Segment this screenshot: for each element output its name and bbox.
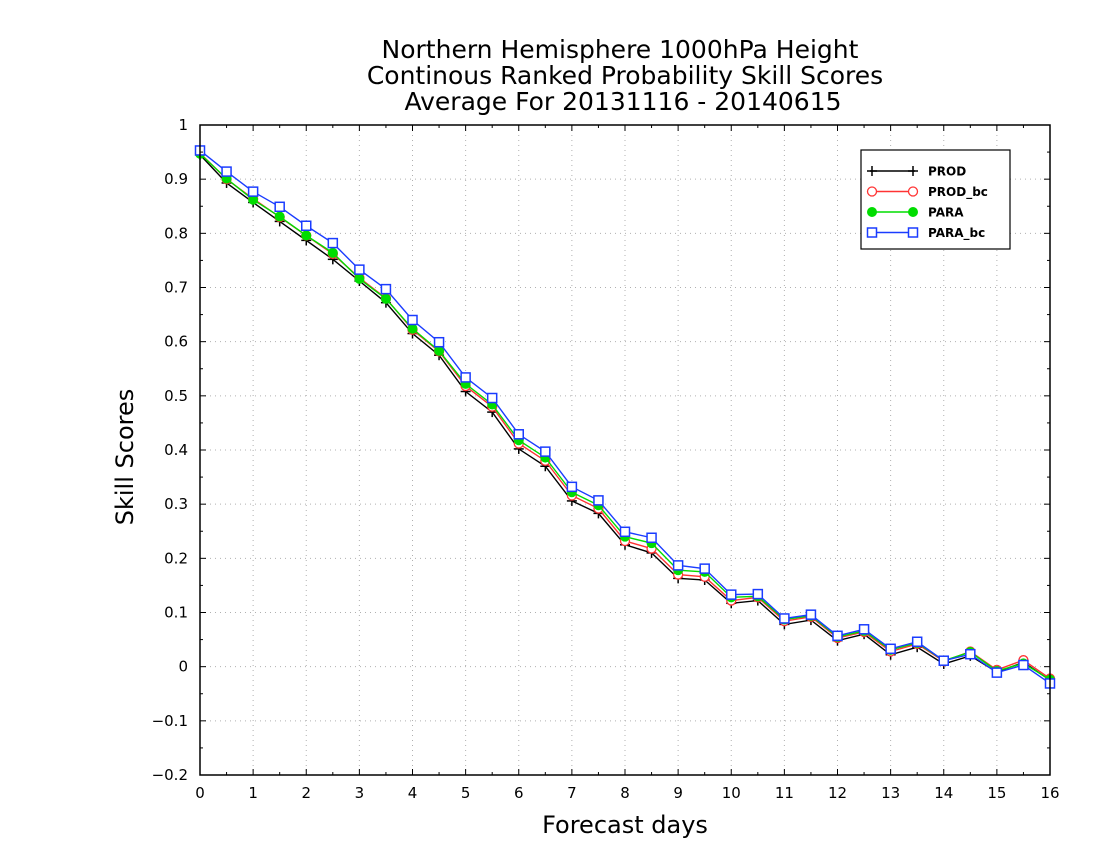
data-point-para-bc: [1018, 659, 1029, 671]
data-point-para-bc: [513, 429, 524, 440]
data-point-para-bc: [566, 481, 578, 493]
y-tick-label: 0.4: [164, 441, 188, 459]
x-tick-label: 10: [722, 784, 741, 802]
data-point-para-bc: [433, 336, 445, 348]
data-point-para-bc: [885, 643, 896, 655]
data-point-para-bc: [646, 532, 657, 543]
x-tick-label: 12: [828, 784, 847, 802]
data-point-para-bc: [354, 264, 365, 275]
y-tick-label: 0.3: [164, 495, 188, 513]
legend-marker: [866, 186, 878, 197]
legend-box: [860, 149, 1011, 250]
data-point-para-bc: [938, 655, 949, 666]
x-tick-label: 8: [620, 784, 630, 802]
legend-entry-prod-bc: PROD_bc: [866, 185, 988, 200]
data-point-para: [327, 247, 338, 258]
data-point-para-bc: [274, 201, 285, 213]
data-point-para-bc: [911, 636, 923, 647]
title-line-3: Average For 20131116 - 20140615: [404, 87, 841, 116]
x-tick-label: 2: [301, 784, 311, 802]
x-tick-label: 9: [673, 784, 683, 802]
data-point-para-bc: [805, 609, 817, 620]
y-tick-label: −0.2: [152, 766, 188, 784]
legend-marker: [908, 166, 918, 176]
data-point-para-bc: [327, 237, 339, 249]
legend-marker: [867, 207, 877, 217]
data-point-para-bc: [301, 220, 312, 231]
series-layer: [194, 145, 1056, 689]
x-tick-label: 11: [775, 784, 794, 802]
x-tick-label: 13: [881, 784, 900, 802]
y-tick-label: 0.2: [164, 549, 188, 567]
chart-title: Northern Hemisphere 1000hPa Height Conti…: [367, 35, 883, 116]
data-point-para: [274, 211, 285, 222]
data-point-para-bc: [407, 314, 418, 326]
data-point-para: [407, 323, 418, 334]
legend-entry-para-bc: PARA_bc: [866, 226, 985, 241]
title-line-2: Continous Ranked Probability Skill Score…: [367, 61, 883, 90]
legend-marker: [866, 227, 878, 238]
y-axis-title: Skill Scores: [111, 389, 139, 526]
data-point-para-bc: [699, 563, 710, 574]
data-point-para-bc: [593, 495, 604, 506]
y-tick-label: 0.6: [164, 333, 188, 351]
data-point-para-bc: [460, 372, 471, 383]
data-point-para-bc: [486, 392, 498, 404]
data-point-para-bc: [726, 589, 737, 600]
x-tick-label: 5: [461, 784, 471, 802]
x-tick-label: 14: [934, 784, 953, 802]
data-point-para: [301, 230, 312, 241]
x-tick-label: 15: [987, 784, 1006, 802]
x-tick-label: 4: [408, 784, 418, 802]
y-tick-label: 0.9: [164, 170, 188, 188]
legend-entry-prod: PROD: [867, 165, 966, 179]
x-tick-label: 0: [195, 784, 205, 802]
data-point-para-bc: [672, 560, 684, 571]
grid-lines: [200, 125, 1050, 775]
x-tick-label: 3: [355, 784, 365, 802]
x-tick-label: 6: [514, 784, 524, 802]
legend-label-para-bc: PARA_bc: [928, 226, 985, 241]
legend-label-para: PARA: [928, 206, 964, 220]
y-tick-label: 0.1: [164, 604, 188, 622]
x-tick-labels: 0 1 2 3 4 5 6 7 8 9 10 11 12 13 14 15 16: [195, 784, 1059, 802]
data-point-para: [354, 273, 365, 284]
data-point-para-bc: [779, 613, 790, 624]
x-tick-label: 7: [567, 784, 577, 802]
y-tick-label: −0.1: [152, 712, 188, 730]
y-tick-labels: −0.2 −0.1 0 0.1 0.2 0.3 0.4 0.5 0.6 0.7 0.8 0.9 1: [152, 116, 188, 784]
x-tick-label: 16: [1040, 784, 1059, 802]
data-point-para-bc: [858, 624, 870, 635]
data-point-para-bc: [991, 667, 1003, 678]
legend-marker: [907, 227, 919, 238]
data-point-para-bc: [540, 446, 551, 457]
y-tick-label: 1: [178, 116, 188, 134]
legend-entry-para: PARA: [867, 206, 964, 220]
data-point-para-bc: [832, 630, 843, 642]
legend-marker: [867, 166, 877, 176]
data-point-para-bc: [380, 283, 392, 295]
x-tick-label: 1: [248, 784, 258, 802]
y-tick-label: 0.7: [164, 279, 188, 297]
title-line-1: Northern Hemisphere 1000hPa Height: [382, 35, 859, 64]
legend-marker: [907, 186, 919, 197]
data-point-para-bc: [752, 588, 764, 600]
data-point-para-bc: [221, 166, 232, 177]
legend: PROD PROD_bc PARA PARA_bc: [860, 149, 1011, 250]
legend-label-prod: PROD: [928, 165, 966, 179]
y-tick-label: 0.8: [164, 224, 188, 242]
data-point-para: [380, 293, 391, 304]
axis-ticks: [199, 124, 1051, 776]
y-tick-label: 0: [178, 658, 188, 676]
legend-marker: [908, 207, 918, 217]
data-point-para-bc: [619, 526, 631, 538]
legend-label-prod-bc: PROD_bc: [928, 185, 988, 200]
data-point-para: [434, 345, 445, 356]
y-tick-label: 0.5: [164, 387, 188, 405]
x-axis-title: Forecast days: [542, 811, 708, 839]
data-point-para-bc: [247, 186, 259, 197]
data-point-para-bc: [965, 648, 976, 660]
